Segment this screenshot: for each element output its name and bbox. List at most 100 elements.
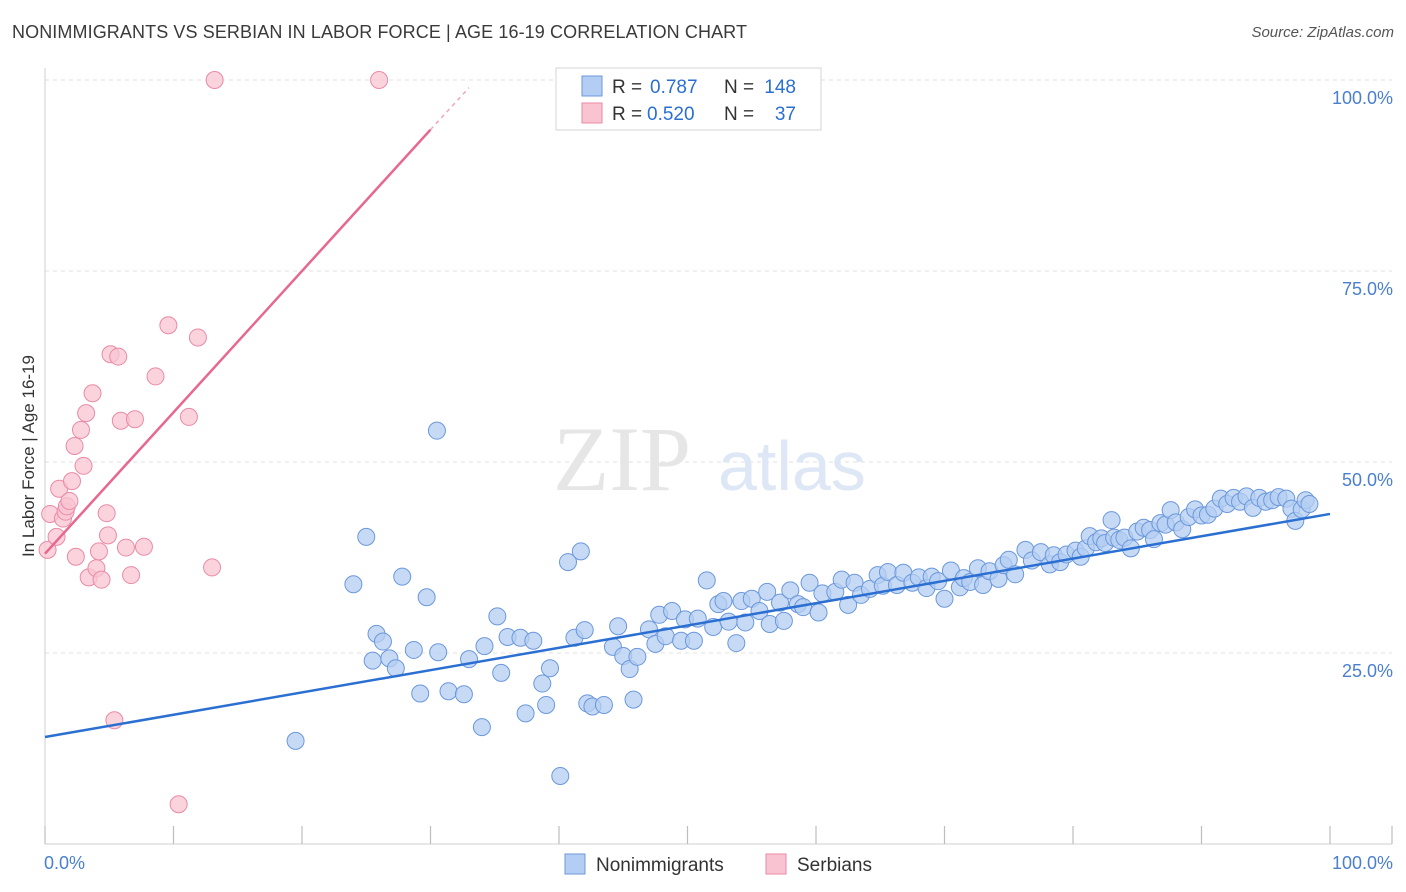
point-nonimmigrants-28 [551,767,570,786]
point-nonimmigrants-58 [736,613,755,632]
point-serbians-36 [370,71,389,89]
x-tick-label-max: 100.0% [1332,853,1393,873]
point-nonimmigrants-113 [1102,511,1121,530]
point-nonimmigrants-1 [344,575,363,594]
point-serbians-26 [122,566,141,585]
point-nonimmigrants-32 [575,621,594,640]
point-nonimmigrants-63 [771,593,790,612]
y-tick-label-0: 25.0% [1342,661,1393,681]
point-nonimmigrants-10 [404,640,423,659]
point-nonimmigrants-9 [393,567,412,586]
point-nonimmigrants-37 [609,617,628,636]
point-nonimmigrants-61 [758,582,777,601]
point-nonimmigrants-12 [417,588,436,607]
point-nonimmigrants-46 [663,601,682,620]
point-serbians-29 [146,367,165,386]
point-serbians-13 [77,404,96,423]
point-serbians-25 [116,538,135,557]
point-serbians-2 [47,527,66,546]
trend-line-serbians-extension [429,87,470,131]
point-nonimmigrants-19 [488,607,507,626]
point-nonimmigrants-2 [357,527,376,546]
point-nonimmigrants-64 [774,611,793,630]
y-axis-label: In Labor Force | Age 16-19 [19,355,38,557]
point-serbians-9 [65,436,84,455]
point-serbians-35 [205,71,224,89]
point-nonimmigrants-31 [571,542,590,561]
point-nonimmigrants-87 [935,589,954,608]
stats-legend-swatch-blue [581,75,603,97]
point-nonimmigrants-56 [727,634,746,653]
point-serbians-33 [188,328,207,347]
point-nonimmigrants-20 [492,663,511,682]
axes [44,68,1393,845]
point-serbians-10 [66,547,85,566]
point-nonimmigrants-65 [781,581,800,600]
point-serbians-27 [125,410,144,429]
point-serbians-18 [92,570,111,589]
point-nonimmigrants-68 [800,573,819,592]
point-nonimmigrants-147 [1300,495,1319,514]
grid-lines [45,79,1392,654]
watermark: ZIP atlas [553,408,866,510]
chart-title: NONIMMIGRANTS VS SERBIAN IN LABOR FORCE … [12,22,748,42]
stats-legend: R = 0.787 N = 148 R = 0.520 N = 37 [555,67,822,131]
point-nonimmigrants-51 [697,571,716,590]
point-serbians-7 [60,491,79,510]
point-nonimmigrants-6 [373,632,392,651]
point-serbians-12 [74,456,93,475]
point-nonimmigrants-54 [714,592,733,611]
point-nonimmigrants-40 [624,690,643,709]
tick-labels: 25.0% 50.0% 75.0% 100.0% 0.0% 100.0% [44,88,1393,873]
point-nonimmigrants-25 [533,674,552,693]
y-tick-label-1: 50.0% [1342,470,1393,490]
stats-r-value-blue: 0.787 [650,77,698,98]
point-nonimmigrants-55 [719,612,738,631]
point-nonimmigrants-35 [594,695,613,714]
series-serbians-points [38,71,389,814]
point-nonimmigrants-41 [628,647,647,666]
point-nonimmigrants-0 [286,731,305,750]
stats-r-value-pink: 0.520 [647,104,695,125]
point-serbians-15 [83,384,102,403]
point-serbians-31 [169,795,188,814]
point-serbians-19 [97,504,116,523]
stats-n-value-blue: 148 [764,77,796,98]
legend-label-serbians: Serbians [797,855,872,876]
point-nonimmigrants-4 [363,651,382,670]
point-nonimmigrants-11 [411,684,430,703]
watermark-zip: ZIP [553,408,691,510]
stats-n-label-blue: N = [724,77,754,98]
point-serbians-32 [179,407,198,426]
point-serbians-34 [203,558,222,577]
legend-swatch-nonimmigrants [564,853,586,875]
point-nonimmigrants-14 [439,682,458,701]
point-nonimmigrants-26 [537,695,556,714]
point-serbians-30 [159,316,178,335]
point-serbians-11 [71,420,90,439]
point-nonimmigrants-27 [541,659,560,678]
point-serbians-28 [134,537,153,556]
legend-label-nonimmigrants: Nonimmigrants [596,855,724,876]
legend-swatch-serbians [765,853,787,875]
stats-r-label-blue: R = [612,77,642,98]
stats-n-label-pink: N = [724,104,754,125]
point-nonimmigrants-69 [809,603,828,622]
series-nonimmigrants-points [286,421,1319,786]
point-serbians-8 [62,472,81,491]
source-label: Source: ZipAtlas.com [1251,24,1394,41]
y-tick-label-2: 75.0% [1342,279,1393,299]
point-serbians-23 [109,347,128,366]
point-nonimmigrants-23 [516,704,535,723]
trend-line-nonimmigrants [44,512,1331,739]
point-nonimmigrants-17 [472,718,491,737]
stats-legend-swatch-pink [581,102,603,124]
point-nonimmigrants-3 [427,421,446,440]
point-nonimmigrants-13 [429,643,448,662]
point-serbians-20 [98,526,117,545]
stats-n-value-pink: 37 [775,104,796,125]
x-tick-label-min: 0.0% [44,853,85,873]
point-nonimmigrants-49 [684,631,703,650]
stats-r-label-pink: R = [612,104,642,125]
